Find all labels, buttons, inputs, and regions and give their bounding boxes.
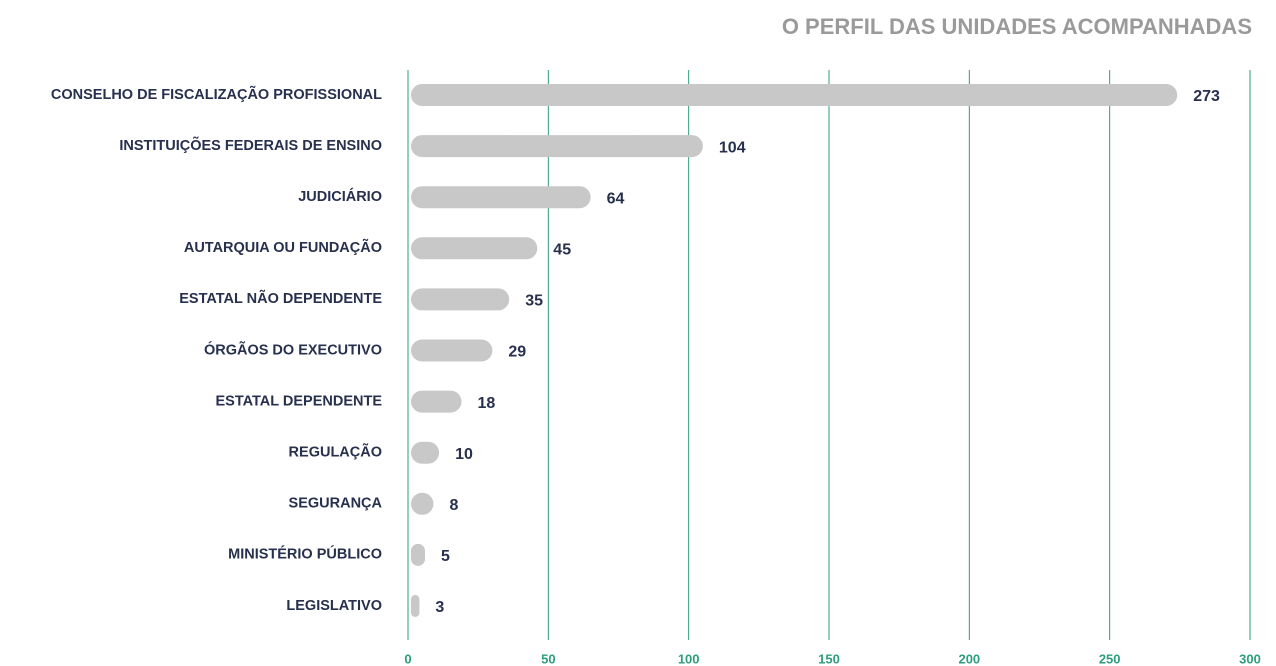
bar bbox=[411, 84, 1178, 106]
category-label: MINISTÉRIO PÚBLICO bbox=[228, 545, 382, 563]
value-label: 104 bbox=[719, 139, 746, 156]
bar bbox=[411, 288, 510, 311]
value-label: 18 bbox=[478, 395, 496, 412]
x-tick-label: 150 bbox=[818, 651, 840, 666]
category-label: AUTARQUIA OU FUNDAÇÃO bbox=[184, 238, 382, 256]
category-label: REGULAÇÃO bbox=[289, 443, 382, 461]
value-label: 29 bbox=[508, 344, 526, 361]
value-label: 3 bbox=[435, 599, 444, 616]
bar bbox=[411, 339, 493, 362]
bar bbox=[411, 186, 591, 209]
category-label: INSTITUIÇÕES FEDERAIS DE ENSINO bbox=[119, 136, 382, 154]
x-tick-label: 250 bbox=[1099, 651, 1121, 666]
value-label: 8 bbox=[449, 497, 458, 514]
category-label: ÓRGÃOS DO EXECUTIVO bbox=[204, 340, 382, 358]
x-tick-label: 0 bbox=[404, 651, 411, 666]
bar bbox=[411, 135, 703, 158]
bar bbox=[411, 441, 440, 464]
x-tick-label: 50 bbox=[541, 651, 555, 666]
value-label: 45 bbox=[553, 242, 571, 259]
x-tick-label: 200 bbox=[958, 651, 980, 666]
x-tick-label: 300 bbox=[1239, 651, 1261, 666]
bar bbox=[411, 595, 420, 617]
chart-title: O PERFIL DAS UNIDADES ACOMPANHADAS bbox=[782, 14, 1252, 39]
bar bbox=[411, 390, 462, 413]
value-label: 273 bbox=[1193, 88, 1220, 105]
bar bbox=[411, 492, 434, 515]
value-label: 64 bbox=[607, 190, 625, 207]
bar bbox=[411, 543, 426, 566]
category-label: ESTATAL NÃO DEPENDENTE bbox=[179, 289, 382, 307]
category-label: LEGISLATIVO bbox=[286, 598, 382, 614]
category-label: ESTATAL DEPENDENTE bbox=[216, 393, 383, 409]
value-label: 5 bbox=[441, 548, 450, 565]
category-label: JUDICIÁRIO bbox=[298, 188, 382, 205]
x-tick-label: 100 bbox=[678, 651, 700, 666]
bar bbox=[411, 237, 538, 260]
value-label: 10 bbox=[455, 446, 473, 463]
category-label: SEGURANÇA bbox=[289, 496, 383, 512]
value-label: 35 bbox=[525, 293, 543, 310]
category-label: CONSELHO DE FISCALIZAÇÃO PROFISSIONAL bbox=[51, 85, 382, 103]
